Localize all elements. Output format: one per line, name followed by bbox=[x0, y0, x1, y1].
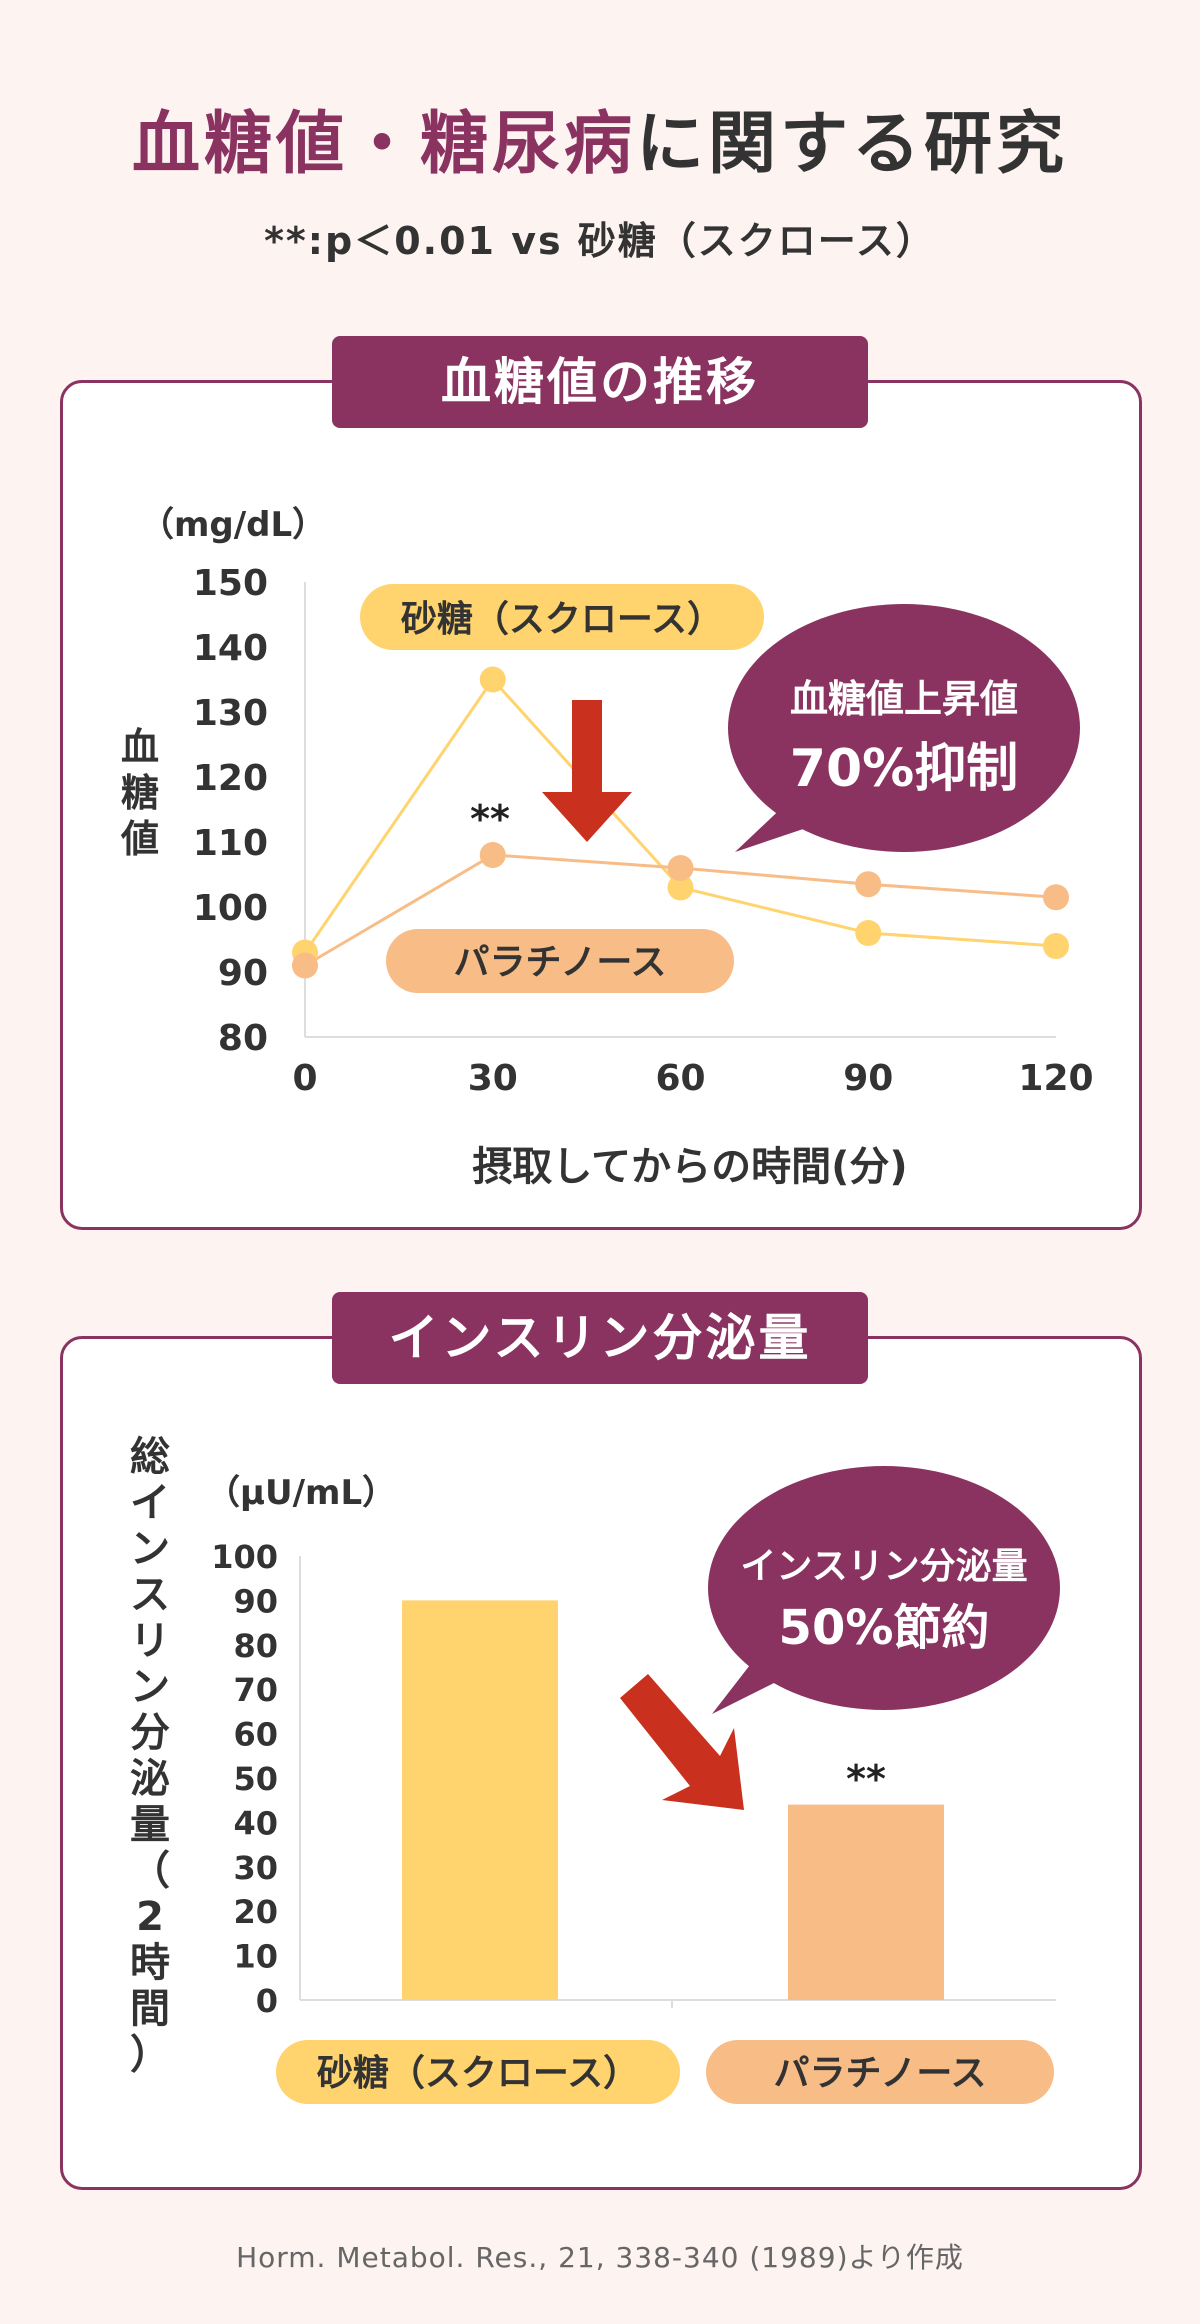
insulin-y-tick-label: 40 bbox=[233, 1804, 278, 1842]
series-1-point bbox=[1043, 884, 1069, 911]
glucose-callout-line1: 血糖値上昇値 bbox=[790, 677, 1018, 721]
page-title-accent: 血糖値・糖尿病 bbox=[131, 105, 636, 184]
insulin-panel-title: インスリン分泌量 bbox=[332, 1292, 868, 1384]
glucose-y-tick-label: 110 bbox=[193, 823, 268, 864]
insulin-y-tick-label: 10 bbox=[233, 1938, 278, 1976]
insulin-y-tick-label: 50 bbox=[233, 1760, 278, 1798]
series-1-point bbox=[292, 952, 318, 979]
glucose-x-tick-label: 120 bbox=[1018, 1058, 1093, 1099]
insulin-bar-chart: （μU/mL） 総インスリン分泌量（ 2 時間） 0 10 20 30 40 50 60 70 80… bbox=[130, 1434, 1060, 2104]
series-0-point bbox=[667, 874, 694, 901]
glucose-y-tick-label: 140 bbox=[193, 628, 268, 669]
series-1-point bbox=[479, 842, 506, 868]
series-0-point bbox=[855, 920, 882, 946]
palatinose-series-label: パラチノース bbox=[453, 942, 666, 983]
page-title: 血糖値・糖尿病に関する研究 bbox=[0, 88, 1200, 187]
glucose-significance-marker: ** bbox=[470, 797, 510, 841]
diagonal-arrow-icon bbox=[620, 1674, 744, 1810]
glucose-y-tick-label: 90 bbox=[218, 953, 268, 994]
glucose-y-tick-label: 130 bbox=[193, 693, 268, 734]
glucose-y-tick-label: 120 bbox=[193, 758, 268, 799]
insulin-y-tick-label: 30 bbox=[233, 1849, 278, 1887]
category-label: 砂糖（スクロース） bbox=[317, 2053, 639, 2094]
series-1-point bbox=[855, 871, 882, 898]
insulin-y-tick-label: 60 bbox=[233, 1716, 278, 1754]
insulin-callout-line1: インスリン分泌量 bbox=[740, 1546, 1027, 1587]
bar-1 bbox=[788, 1804, 944, 2000]
down-arrow-icon bbox=[542, 700, 632, 842]
insulin-unit-label: （μU/mL） bbox=[206, 1473, 396, 1513]
insulin-significance-marker: ** bbox=[846, 1757, 886, 1801]
category-label: パラチノース bbox=[773, 2053, 986, 2094]
sucrose-series-label-bg bbox=[360, 584, 764, 650]
insulin-y-tick-label: 80 bbox=[233, 1627, 278, 1665]
glucose-x-tick-label: 60 bbox=[655, 1058, 705, 1099]
glucose-x-tick-label: 30 bbox=[468, 1058, 518, 1099]
insulin-y-tick-label: 90 bbox=[233, 1582, 278, 1620]
source-citation: Horm. Metabol. Res., 21, 338-340 (1989)よ… bbox=[236, 2241, 964, 2274]
glucose-line-chart: （mg/dL） 血糖値 摂取してからの時間(分) 80 90 100 110 120 13… bbox=[120, 505, 1094, 1190]
series-0-point bbox=[479, 666, 506, 693]
glucose-callout-line2: 70%抑制 bbox=[790, 739, 1018, 799]
glucose-panel-title: 血糖値の推移 bbox=[332, 336, 868, 428]
category-label-bg bbox=[706, 2040, 1054, 2104]
sucrose-series-label: 砂糖（スクロース） bbox=[401, 599, 723, 640]
glucose-y-tick-label: 100 bbox=[193, 888, 268, 929]
series-1-point bbox=[667, 855, 694, 881]
category-label-bg bbox=[276, 2040, 680, 2104]
glucose-callout: 血糖値上昇値 70%抑制 bbox=[728, 604, 1080, 852]
glucose-y-tick-label: 150 bbox=[193, 563, 268, 604]
insulin-y-tick-label: 0 bbox=[256, 1982, 278, 2020]
insulin-y-tick-label: 20 bbox=[233, 1893, 278, 1931]
series-0-point bbox=[1043, 933, 1069, 959]
glucose-x-axis-title: 摂取してからの時間(分) bbox=[472, 1144, 907, 1190]
bar-0 bbox=[402, 1600, 558, 2000]
page-title-rest: に関する研究 bbox=[636, 105, 1069, 184]
glucose-y-axis-title: 血糖値 bbox=[120, 725, 159, 861]
insulin-y-axis-title: 総インスリン分泌量（ 2 時間） bbox=[130, 1434, 170, 2078]
glucose-x-tick-label: 90 bbox=[843, 1058, 893, 1099]
insulin-y-tick-label: 70 bbox=[233, 1671, 278, 1709]
page-subtitle: **:p＜0.01 vs 砂糖（スクロース） bbox=[264, 219, 936, 263]
palatinose-series-label-bg bbox=[386, 929, 734, 993]
insulin-y-tick-label: 100 bbox=[211, 1538, 278, 1576]
glucose-x-tick-label: 0 bbox=[292, 1058, 317, 1099]
insulin-callout: インスリン分泌量 50%節約 bbox=[708, 1466, 1060, 1714]
glucose-y-tick-label: 80 bbox=[218, 1018, 268, 1059]
insulin-callout-line2: 50%節約 bbox=[779, 1600, 990, 1656]
glucose-unit-label: （mg/dL） bbox=[140, 505, 326, 545]
